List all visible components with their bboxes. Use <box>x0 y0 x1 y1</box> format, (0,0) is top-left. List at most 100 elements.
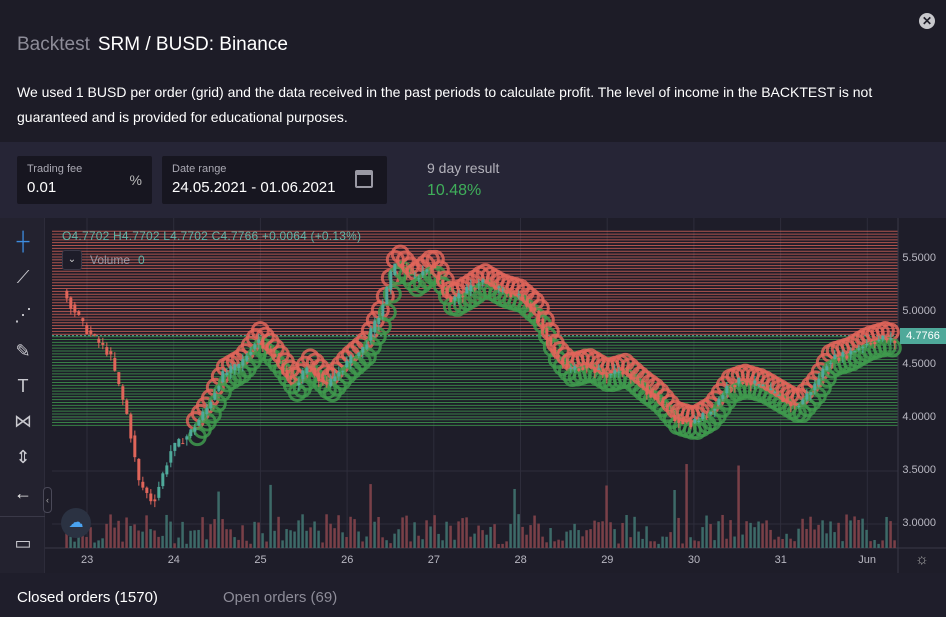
candle-body <box>689 421 693 428</box>
trend-line-icon[interactable]: ⟋ <box>16 267 30 287</box>
date-range-field[interactable]: Date range 24.05.2021 - 01.06.2021 <box>162 156 387 204</box>
volume-bar <box>265 541 268 548</box>
volume-bar <box>237 539 240 548</box>
volume-bar <box>713 540 716 548</box>
candle-body <box>109 351 113 355</box>
volume-bar <box>369 484 372 548</box>
last-price-label: 4.7766 <box>900 328 946 344</box>
ruler-icon[interactable]: ▭ <box>14 533 32 553</box>
candle-body <box>781 397 785 402</box>
candle-body <box>529 303 533 312</box>
price-chart[interactable]: ┼ ⟋ ⋰ ✎ T ⋈ ⇕ ← ▭ ‹ O4.7702 H4.7702 L4.7… <box>0 218 946 573</box>
volume-bar <box>757 521 760 548</box>
tradingview-logo[interactable]: ☁ <box>61 508 91 538</box>
tab-open-orders[interactable]: Open orders (69) <box>223 589 338 606</box>
volume-bar <box>437 533 440 548</box>
volume-bar <box>397 529 400 548</box>
candle-body <box>785 399 789 402</box>
volume-bar <box>837 522 840 548</box>
time-tick: 30 <box>687 554 701 566</box>
candle-body <box>133 435 137 458</box>
stats-bar: Trading fee 0.01 % Date range 24.05.2021… <box>0 142 946 218</box>
trading-fee-field[interactable]: Trading fee 0.01 % <box>17 156 152 204</box>
volume-bar <box>193 530 196 548</box>
volume-bar <box>849 520 852 548</box>
volume-bar <box>277 516 280 548</box>
volume-bar <box>761 523 764 548</box>
volume-bar <box>189 530 192 548</box>
candle-body <box>773 392 777 394</box>
candle-body <box>661 400 665 404</box>
volume-bar <box>313 521 316 548</box>
candle-body <box>629 373 633 380</box>
candle-body <box>821 368 825 378</box>
candle-body <box>129 414 133 439</box>
chevron-down-icon[interactable]: ⌄ <box>62 250 82 270</box>
volume-bar <box>797 528 800 548</box>
volume-bar <box>373 521 376 548</box>
candle-body <box>633 377 637 379</box>
candle-body <box>745 381 749 386</box>
candle-body <box>249 352 253 355</box>
volume-bar <box>593 520 596 548</box>
volume-bar <box>517 514 520 548</box>
candle-body <box>161 473 165 487</box>
candle-body <box>433 264 437 269</box>
volume-bar <box>69 536 72 548</box>
candle-body <box>65 290 69 299</box>
back-arrow-icon[interactable]: ← <box>14 483 32 503</box>
candle-body <box>317 372 321 382</box>
candle-body <box>357 352 361 356</box>
volume-bar <box>709 524 712 548</box>
candle-body <box>581 367 585 370</box>
candle-body <box>225 372 229 375</box>
candle-body <box>645 387 649 395</box>
calendar-icon[interactable] <box>355 170 373 188</box>
candle-body <box>453 296 457 301</box>
candle-body <box>741 382 745 384</box>
candle-body <box>137 458 141 481</box>
measure-icon[interactable]: ⇕ <box>15 447 31 467</box>
candle-body <box>589 365 593 367</box>
time-tick: 31 <box>774 554 787 566</box>
candle-body <box>649 390 653 398</box>
volume-bar <box>181 521 184 548</box>
time-tick: 28 <box>514 554 527 566</box>
collapse-toolbar-button[interactable]: ‹ <box>43 487 52 513</box>
brush-icon[interactable]: ✎ <box>15 341 31 361</box>
text-icon[interactable]: T <box>17 376 29 396</box>
candle-body <box>269 348 273 353</box>
candle-body <box>605 374 609 378</box>
candle-body <box>521 296 525 300</box>
volume-bar <box>537 523 540 548</box>
volume-bar <box>605 485 608 548</box>
volume-bar <box>753 527 756 548</box>
settings-gear-icon[interactable]: ☼ <box>915 551 929 568</box>
pattern-icon[interactable]: ⋈ <box>14 411 32 431</box>
candle-body <box>405 267 409 275</box>
candle-body <box>477 284 481 286</box>
candle-body <box>829 363 833 365</box>
volume-bar <box>321 542 324 548</box>
price-tick: 3.0000 <box>902 517 936 529</box>
crosshair-icon[interactable]: ┼ <box>16 231 30 251</box>
candle-body <box>125 400 129 414</box>
candle-body <box>697 420 701 422</box>
close-icon[interactable]: ✕ <box>919 13 935 29</box>
candle-body <box>209 401 213 409</box>
candle-body <box>157 486 161 498</box>
candle-body <box>461 295 465 297</box>
volume-bar <box>157 536 160 548</box>
volume-bar <box>401 517 404 548</box>
pitchfork-icon[interactable]: ⋰ <box>14 305 32 325</box>
candle-body <box>189 429 193 437</box>
module-name: Backtest <box>17 34 90 55</box>
tab-closed-orders[interactable]: Closed orders (1570) <box>17 589 158 606</box>
candle-body <box>273 353 277 358</box>
volume-bar <box>125 517 128 548</box>
candle-body <box>845 355 849 359</box>
chart-canvas[interactable] <box>0 218 946 573</box>
volume-bar <box>297 520 300 548</box>
candle-body <box>425 269 429 272</box>
price-tick: 4.0000 <box>902 411 936 423</box>
